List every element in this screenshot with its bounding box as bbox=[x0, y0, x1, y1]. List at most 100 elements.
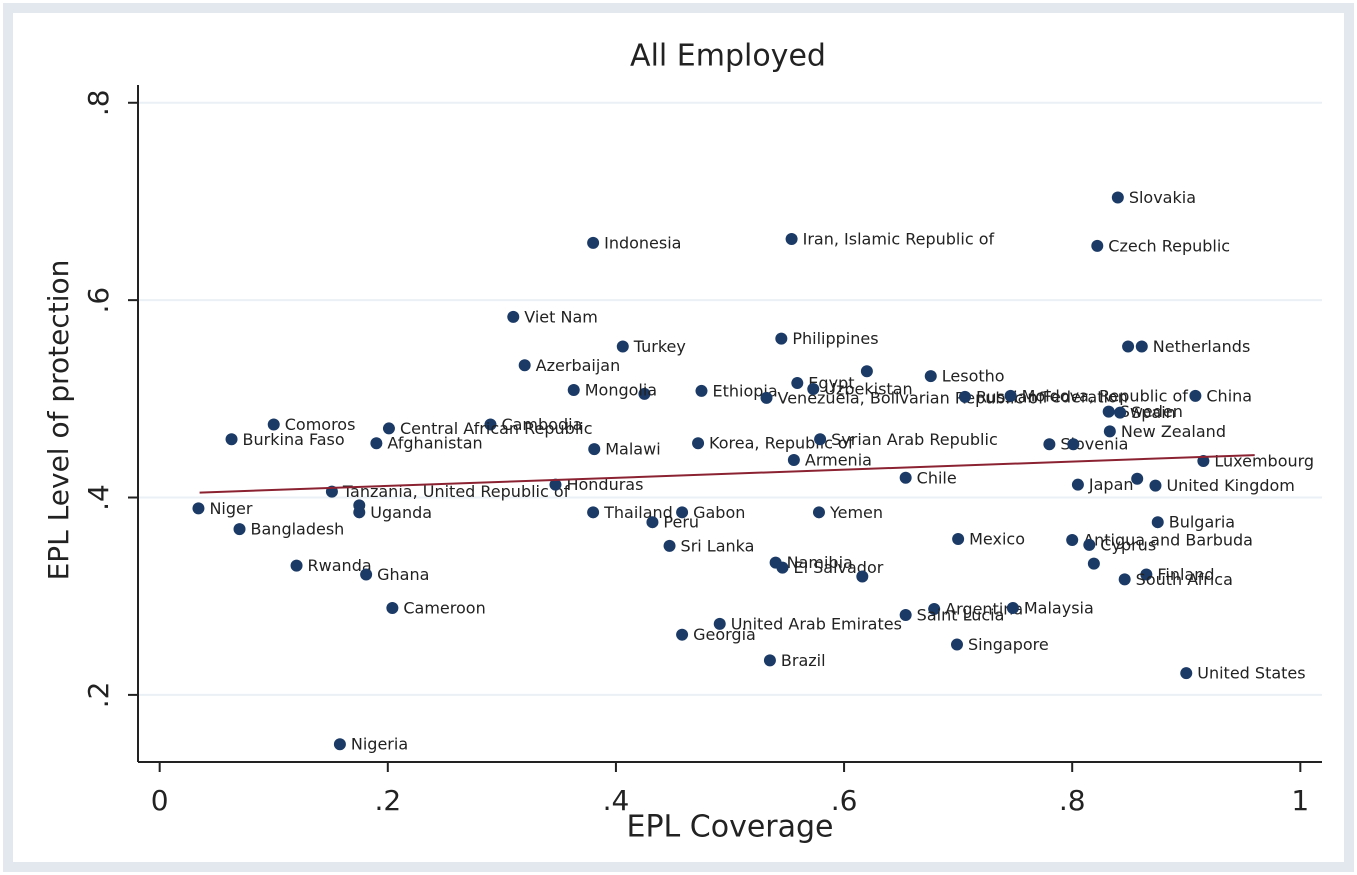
point-label: Niger bbox=[209, 499, 252, 518]
point-label: United Kingdom bbox=[1166, 476, 1294, 495]
point-label: Uganda bbox=[370, 503, 432, 522]
point bbox=[1103, 425, 1116, 438]
point bbox=[787, 454, 800, 467]
point bbox=[233, 523, 246, 536]
point bbox=[1140, 568, 1153, 581]
point bbox=[952, 532, 965, 545]
point-label: Sri Lanka bbox=[681, 536, 755, 555]
y-axis-label: EPL Level of protection bbox=[42, 260, 75, 581]
point bbox=[646, 516, 659, 529]
x-tick-label: .2 bbox=[374, 784, 401, 817]
point-label: Comoros bbox=[285, 415, 356, 434]
point-label: Rwanda bbox=[308, 556, 372, 575]
point bbox=[713, 617, 726, 630]
point-label: El Salvador bbox=[793, 558, 883, 577]
point bbox=[899, 471, 912, 484]
point bbox=[1091, 239, 1104, 252]
point-label: Peru bbox=[663, 513, 699, 532]
point bbox=[1189, 389, 1202, 402]
point bbox=[950, 638, 963, 651]
point-label: Singapore bbox=[968, 635, 1049, 654]
point bbox=[663, 539, 676, 552]
point-label: Moldova, Republic of bbox=[1022, 386, 1189, 405]
point-label: South Africa bbox=[1136, 570, 1233, 589]
point bbox=[785, 232, 798, 245]
point bbox=[1114, 406, 1127, 419]
point-label: Chile bbox=[917, 468, 957, 487]
point-label: Brazil bbox=[781, 651, 826, 670]
point-label: Venezuela, Bolivarian Republic of bbox=[778, 388, 1045, 407]
point-label: Georgia bbox=[693, 625, 756, 644]
point bbox=[1151, 516, 1164, 529]
point bbox=[1006, 602, 1019, 615]
point-label: Tanzania, United Republic of bbox=[342, 482, 570, 501]
point bbox=[1083, 538, 1096, 551]
y-tick-label: .8 bbox=[82, 89, 115, 116]
point bbox=[1180, 667, 1193, 680]
point bbox=[333, 738, 346, 751]
point bbox=[860, 365, 873, 378]
y-tick-label: .4 bbox=[82, 484, 115, 511]
point-label: Cameroon bbox=[403, 599, 485, 618]
point bbox=[587, 506, 600, 519]
point-label: Malawi bbox=[605, 440, 660, 459]
point bbox=[382, 422, 395, 435]
point-label: Philippines bbox=[792, 329, 878, 348]
point-label: Netherlands bbox=[1153, 337, 1251, 356]
point bbox=[1131, 472, 1144, 485]
point bbox=[518, 359, 531, 372]
point bbox=[812, 506, 825, 519]
point-label: Saint Lucia bbox=[917, 605, 1005, 624]
x-tick-label: 1 bbox=[1291, 784, 1309, 817]
y-tick-label: .6 bbox=[82, 287, 115, 314]
point bbox=[692, 437, 705, 450]
y-tick-label: .2 bbox=[82, 682, 115, 709]
point bbox=[928, 603, 941, 616]
point bbox=[676, 506, 689, 519]
point-label: Antigua and Barbuda bbox=[1083, 530, 1253, 549]
point bbox=[856, 570, 869, 583]
point-label: United States bbox=[1197, 664, 1305, 683]
point-label: Indonesia bbox=[604, 233, 681, 252]
point-label: United Arab Emirates bbox=[731, 614, 902, 633]
point-label: Burkina Faso bbox=[243, 430, 345, 449]
point-label: Egypt bbox=[808, 374, 854, 393]
point-label: Viet Nam bbox=[524, 307, 598, 326]
point bbox=[899, 608, 912, 621]
point bbox=[1118, 573, 1131, 586]
point-label: Japan bbox=[1088, 475, 1134, 494]
point bbox=[484, 418, 497, 431]
point-label: Cambodia bbox=[501, 415, 582, 434]
point-label: Czech Republic bbox=[1108, 236, 1230, 255]
point bbox=[1067, 438, 1080, 451]
point bbox=[763, 654, 776, 667]
point bbox=[1071, 478, 1084, 491]
point bbox=[192, 502, 205, 515]
point bbox=[1043, 438, 1056, 451]
point bbox=[1004, 389, 1017, 402]
point-label: Bulgaria bbox=[1169, 513, 1235, 532]
point-label: Slovakia bbox=[1129, 188, 1196, 207]
point-label: Uzbekistan bbox=[824, 379, 912, 398]
point bbox=[1111, 191, 1124, 204]
point-label: Namibia bbox=[787, 553, 853, 572]
point-label: Cyprus bbox=[1100, 535, 1156, 554]
point-label: Syrian Arab Republic bbox=[831, 430, 998, 449]
point-label: Afghanistan bbox=[387, 434, 482, 453]
chart-title: All Employed bbox=[630, 39, 826, 74]
point bbox=[807, 382, 820, 395]
point-label: New Zealand bbox=[1121, 422, 1226, 441]
point-label: China bbox=[1206, 386, 1252, 405]
point bbox=[791, 377, 804, 390]
point-label: Nigeria bbox=[351, 735, 408, 754]
point bbox=[1122, 340, 1135, 353]
point bbox=[567, 383, 580, 396]
point-label: Luxembourg bbox=[1214, 452, 1314, 471]
point bbox=[587, 236, 600, 249]
point-label: Slovenia bbox=[1060, 435, 1128, 454]
point bbox=[924, 370, 937, 383]
point bbox=[267, 418, 280, 431]
point-label: Malaysia bbox=[1024, 599, 1094, 618]
point bbox=[616, 340, 629, 353]
point bbox=[775, 332, 788, 345]
